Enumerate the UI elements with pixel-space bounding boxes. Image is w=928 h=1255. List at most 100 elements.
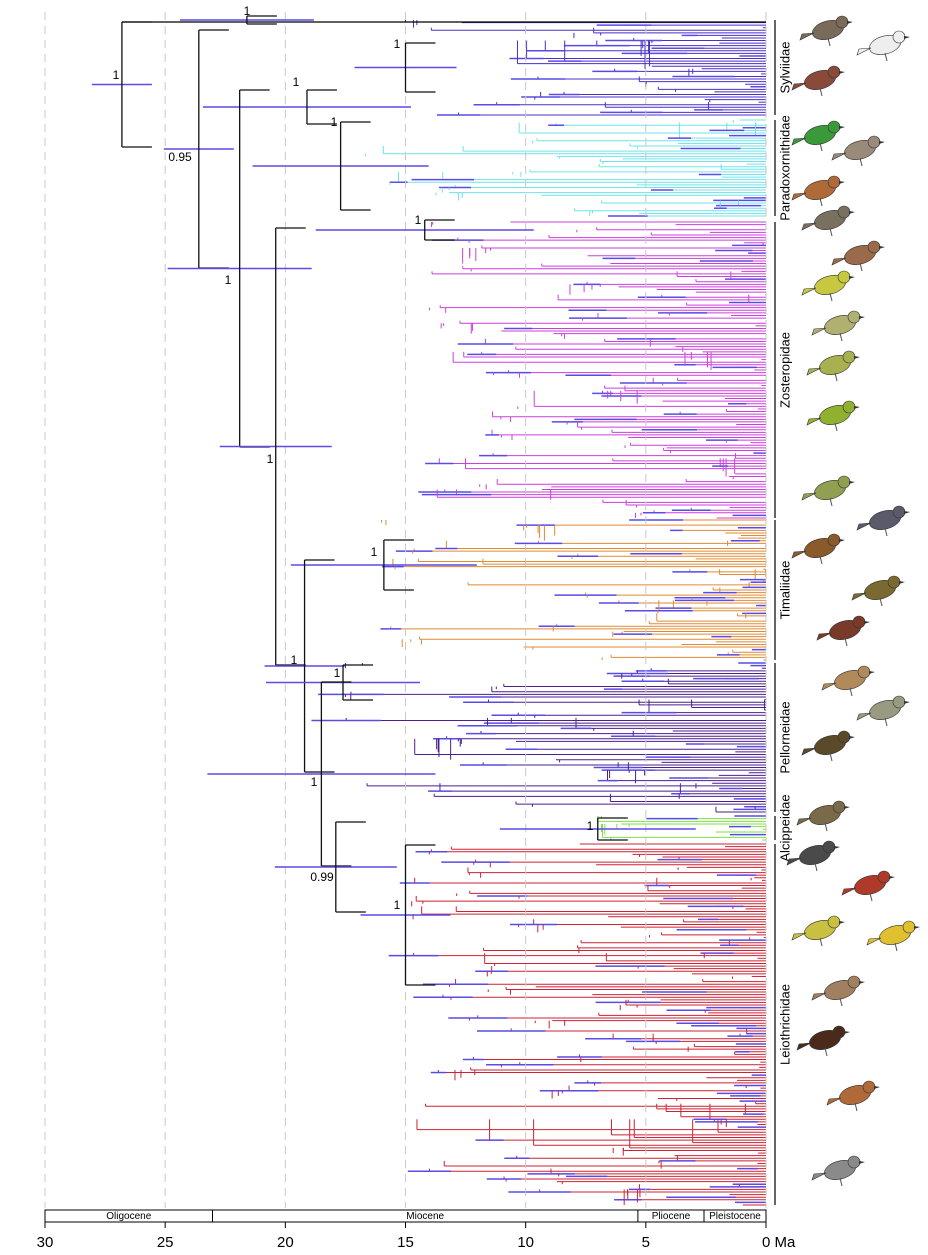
bird-tail <box>797 1043 811 1050</box>
bird-illustration <box>832 136 885 166</box>
bird-beak <box>834 846 840 849</box>
bird-head <box>833 801 845 813</box>
bird-tail <box>842 888 856 895</box>
clade-branches <box>389 844 766 1205</box>
bird-beak <box>839 126 845 129</box>
bird-beak <box>839 539 845 542</box>
support-value: 1 <box>113 68 120 82</box>
support-value: 1 <box>394 898 401 912</box>
bird-beak <box>847 21 853 24</box>
bird-head <box>848 311 860 323</box>
bird-tail <box>867 938 881 945</box>
clade-branches <box>380 520 766 660</box>
clade-name: Paradoxornithidae <box>777 115 792 221</box>
bird-head <box>838 731 850 743</box>
epoch-label: Miocene <box>406 1211 444 1222</box>
bird-beak <box>869 671 875 674</box>
bird-tail <box>812 1173 826 1180</box>
clade-name: Zosteropidae <box>777 332 792 408</box>
clade-name: Timaliidae <box>777 561 792 620</box>
bird-beak <box>889 876 895 879</box>
bird-beak <box>839 921 845 924</box>
bird-head <box>838 206 850 218</box>
support-value: 1 <box>587 819 594 833</box>
x-tick-label: 5 <box>642 1234 650 1250</box>
bird-head <box>828 66 840 78</box>
bird-beak <box>844 806 850 809</box>
bird-tail <box>802 223 816 230</box>
bird-head <box>843 401 855 413</box>
bird-tail <box>852 593 866 600</box>
support-value: 1 <box>293 75 300 89</box>
bird-illustration <box>857 31 910 61</box>
bird-head <box>903 921 915 933</box>
bird-beak <box>904 36 910 39</box>
bird-head <box>848 976 860 988</box>
bird-beak <box>859 316 865 319</box>
bird-beak <box>899 581 905 584</box>
bird-tail <box>812 993 826 1000</box>
clade-branches <box>406 20 767 115</box>
bird-tail <box>802 288 816 295</box>
bird-tail <box>857 713 871 720</box>
bird-head <box>863 1081 875 1093</box>
bird-head <box>828 534 840 546</box>
bird-beak <box>849 276 855 279</box>
bird-beak <box>879 141 885 144</box>
support-value: 1 <box>244 4 251 18</box>
bird-beak <box>879 246 885 249</box>
bird-head <box>828 916 840 928</box>
epoch-label: Pliocene <box>652 1211 691 1222</box>
bird-tail <box>797 818 811 825</box>
bird-beak <box>849 211 855 214</box>
x-tick-label: 0 Ma <box>762 1234 796 1250</box>
bird-beak <box>849 736 855 739</box>
bird-head <box>828 121 840 133</box>
support-value: 1 <box>371 545 378 559</box>
bird-illustration <box>867 921 920 951</box>
bird-beak <box>854 406 860 409</box>
bird-illustration <box>792 534 845 564</box>
bird-beak <box>839 181 845 184</box>
bird-illustration <box>802 271 855 301</box>
bird-illustration <box>792 66 845 96</box>
clade-name: Alcippeidae <box>777 794 792 861</box>
bird-head <box>836 16 848 28</box>
bird-illustration <box>852 576 905 606</box>
bird-beak <box>914 926 920 929</box>
bird-tail <box>857 48 871 55</box>
support-value: 1 <box>311 775 318 789</box>
support-value: 0.95 <box>168 150 192 164</box>
x-tick-label: 15 <box>397 1234 414 1250</box>
bird-illustration <box>822 666 875 696</box>
bird-beak <box>904 511 910 514</box>
bird-head <box>893 696 905 708</box>
bird-illustration <box>802 206 855 236</box>
bird-illustration <box>802 731 855 761</box>
support-value: 1 <box>291 653 298 667</box>
clade-branches <box>311 663 766 812</box>
bird-illustration <box>827 1081 880 1111</box>
bird-illustration <box>812 311 865 341</box>
bird-illustration <box>792 916 845 946</box>
bird-illustration <box>857 506 910 536</box>
bird-tail <box>812 328 826 335</box>
bird-head <box>828 176 840 188</box>
bird-tail <box>807 368 821 375</box>
bird-head <box>823 841 835 853</box>
bird-head <box>853 616 865 628</box>
support-value: 0.99 <box>310 870 334 884</box>
bird-beak <box>839 71 845 74</box>
clade-name: Sylviidae <box>777 41 792 93</box>
bird-illustration <box>802 476 855 506</box>
bird-tail <box>832 153 846 160</box>
bird-illustration <box>857 696 910 726</box>
bird-illustration <box>832 241 885 271</box>
x-tick-label: 25 <box>157 1234 174 1250</box>
bird-head <box>843 351 855 363</box>
phylogeny-figure: 302520151050 MaOligoceneMiocenePlioceneP… <box>0 0 928 1250</box>
bird-beak <box>849 481 855 484</box>
bird-illustration <box>792 121 845 151</box>
bird-illustration <box>812 976 865 1006</box>
bird-illustration <box>792 176 845 206</box>
